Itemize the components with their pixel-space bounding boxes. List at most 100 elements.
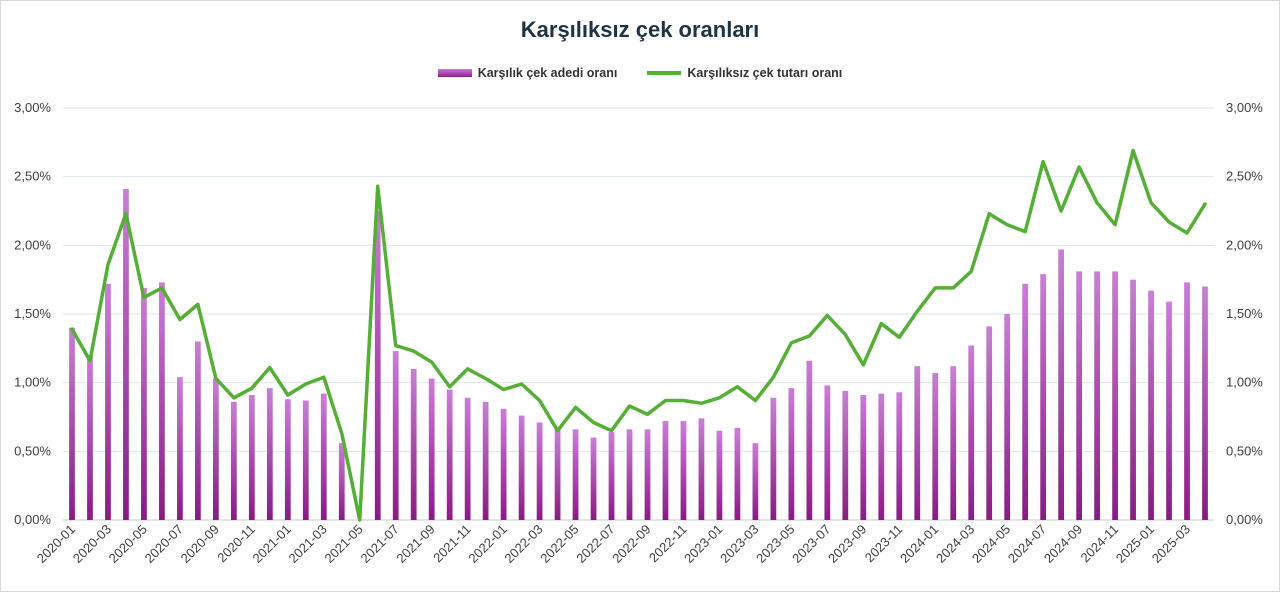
bar-2020-07 xyxy=(177,377,183,520)
bar-2021-04 xyxy=(338,443,345,520)
x-tick-label: 2020-07 xyxy=(142,522,186,566)
bar-2022-04 xyxy=(554,429,561,520)
bar-2024-10 xyxy=(1094,271,1100,520)
x-tick-label: 2025-01 xyxy=(1113,522,1157,566)
bar-2022-10 xyxy=(662,421,669,520)
y-left-tick-label: 2,00% xyxy=(14,237,51,252)
bar-2022-08 xyxy=(626,429,633,520)
legend-swatch-bar xyxy=(437,69,472,77)
bar-2020-02 xyxy=(87,355,93,520)
y-left-tick-label: 3,00% xyxy=(14,100,51,115)
y-right-tick-label: 0,50% xyxy=(1226,443,1263,458)
bar-2024-12 xyxy=(1130,279,1136,520)
bar-2024-05 xyxy=(1004,314,1011,520)
bar-2023-05 xyxy=(788,388,795,520)
bar-2022-07 xyxy=(608,432,615,520)
bar-2020-03 xyxy=(105,283,111,520)
x-tick-label: 2021-05 xyxy=(322,522,366,566)
bar-2024-07 xyxy=(1040,274,1047,520)
bar-2023-01 xyxy=(716,430,723,520)
bar-2023-06 xyxy=(806,360,813,520)
x-tick-label: 2020-01 xyxy=(34,522,78,566)
y-right-tick-label: 2,00% xyxy=(1226,237,1263,252)
x-tick-label: 2022-07 xyxy=(573,522,617,566)
bar-2021-10 xyxy=(446,389,453,520)
x-tick-label: 2020-05 xyxy=(106,522,150,566)
bar-2022-11 xyxy=(680,421,687,520)
bar-2020-09 xyxy=(212,378,219,520)
bar-2023-10 xyxy=(878,393,885,520)
y-right-tick-label: 1,00% xyxy=(1226,375,1263,390)
legend-item-line: Karşılıksız çek tutarı oranı xyxy=(647,66,842,80)
bar-2021-03 xyxy=(320,393,327,520)
x-tick-label: 2021-01 xyxy=(250,522,294,566)
bar-2021-12 xyxy=(482,401,489,520)
bar-2020-06 xyxy=(159,282,165,520)
bar-2021-09 xyxy=(428,378,435,520)
bar-2022-05 xyxy=(572,429,579,520)
x-tick-label: 2023-03 xyxy=(717,522,761,566)
bar-2024-02 xyxy=(950,366,957,520)
bar-2023-07 xyxy=(824,385,831,520)
bar-2024-08 xyxy=(1058,249,1065,520)
legend-item-bar: Karşılık çek adedi oranı xyxy=(437,66,618,80)
bar-2021-01 xyxy=(284,399,291,520)
x-tick-label: 2020-09 xyxy=(178,522,222,566)
bar-2025-03 xyxy=(1184,282,1190,520)
bar-2021-06 xyxy=(374,211,381,520)
bar-2021-11 xyxy=(464,397,471,520)
x-tick-label: 2022-11 xyxy=(646,522,690,566)
bar-2020-04 xyxy=(123,189,129,520)
bar-2024-06 xyxy=(1022,283,1029,520)
legend-label-bar: Karşılık çek adedi oranı xyxy=(477,66,618,80)
y-left-tick-label: 0,50% xyxy=(14,443,51,458)
x-tick-label: 2021-07 xyxy=(357,522,401,566)
x-tick-label: 2022-09 xyxy=(609,522,653,566)
x-tick-label: 2022-01 xyxy=(465,522,509,566)
x-tick-label: 2021-09 xyxy=(393,522,437,566)
chart-title: Karşılıksız çek oranları xyxy=(520,17,760,42)
x-tick-label: 2025-03 xyxy=(1149,522,1193,566)
y-left-tick-label: 1,00% xyxy=(14,375,51,390)
bar-2022-06 xyxy=(590,437,597,520)
bar-2023-12 xyxy=(914,366,921,520)
x-tick-label: 2023-05 xyxy=(753,522,797,566)
bar-2023-08 xyxy=(842,390,849,520)
legend-label-line: Karşılıksız çek tutarı oranı xyxy=(687,66,843,80)
x-tick-label: 2021-11 xyxy=(430,522,474,566)
bar-2023-03 xyxy=(752,443,759,520)
x-tick-label: 2024-09 xyxy=(1041,522,1085,566)
x-tick-label: 2022-05 xyxy=(537,522,581,566)
x-tick-label: 2021-03 xyxy=(286,522,330,566)
y-right-tick-label: 1,50% xyxy=(1226,306,1263,321)
x-tick-label: 2023-09 xyxy=(825,522,869,566)
bar-2024-01 xyxy=(932,373,939,520)
bar-2025-02 xyxy=(1166,301,1172,520)
bar-2020-05 xyxy=(141,287,147,520)
x-tick-label: 2024-07 xyxy=(1005,522,1049,566)
legend-swatch-line xyxy=(647,71,682,75)
y-right-tick-label: 3,00% xyxy=(1226,100,1263,115)
x-tick-label: 2020-03 xyxy=(70,522,114,566)
x-tick-label: 2023-01 xyxy=(681,522,725,566)
bar-2023-04 xyxy=(770,397,777,520)
bar-2024-09 xyxy=(1076,271,1082,520)
bar-2023-09 xyxy=(860,395,867,520)
bar-2023-11 xyxy=(896,392,903,520)
bar-2024-04 xyxy=(986,326,993,520)
bar-2024-11 xyxy=(1112,271,1118,520)
y-left-tick-label: 0,00% xyxy=(14,512,51,527)
bar-2022-01 xyxy=(500,408,507,520)
bar-2020-08 xyxy=(195,341,201,520)
y-left-tick-label: 1,50% xyxy=(14,306,51,321)
bar-2022-03 xyxy=(536,422,543,520)
y-right-tick-label: 0,00% xyxy=(1226,512,1263,527)
bar-2021-08 xyxy=(410,368,417,520)
bar-2022-09 xyxy=(644,429,651,520)
x-tick-label: 2023-11 xyxy=(862,522,906,566)
x-tick-label: 2024-01 xyxy=(897,522,941,566)
bar-2025-01 xyxy=(1148,290,1154,520)
x-tick-label: 2024-11 xyxy=(1078,522,1122,566)
bar-2024-03 xyxy=(968,345,975,520)
